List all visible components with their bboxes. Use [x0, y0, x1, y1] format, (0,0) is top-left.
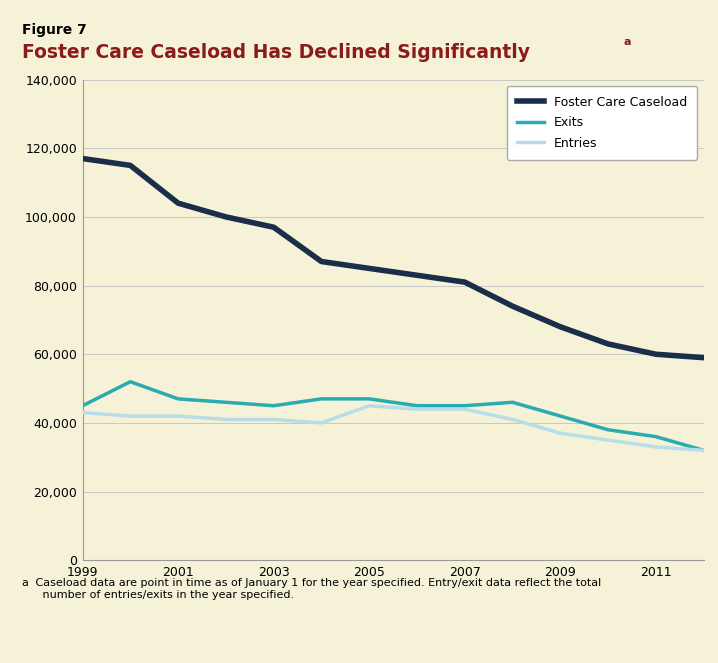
Legend: Foster Care Caseload, Exits, Entries: Foster Care Caseload, Exits, Entries	[507, 86, 697, 160]
Text: a: a	[22, 578, 29, 588]
Text: Figure 7: Figure 7	[22, 23, 86, 37]
Text: Caseload data are point in time as of January 1 for the year specified. Entry/ex: Caseload data are point in time as of Ja…	[32, 578, 602, 600]
Text: a: a	[624, 37, 631, 47]
Text: Foster Care Caseload Has Declined Significantly: Foster Care Caseload Has Declined Signif…	[22, 43, 530, 62]
